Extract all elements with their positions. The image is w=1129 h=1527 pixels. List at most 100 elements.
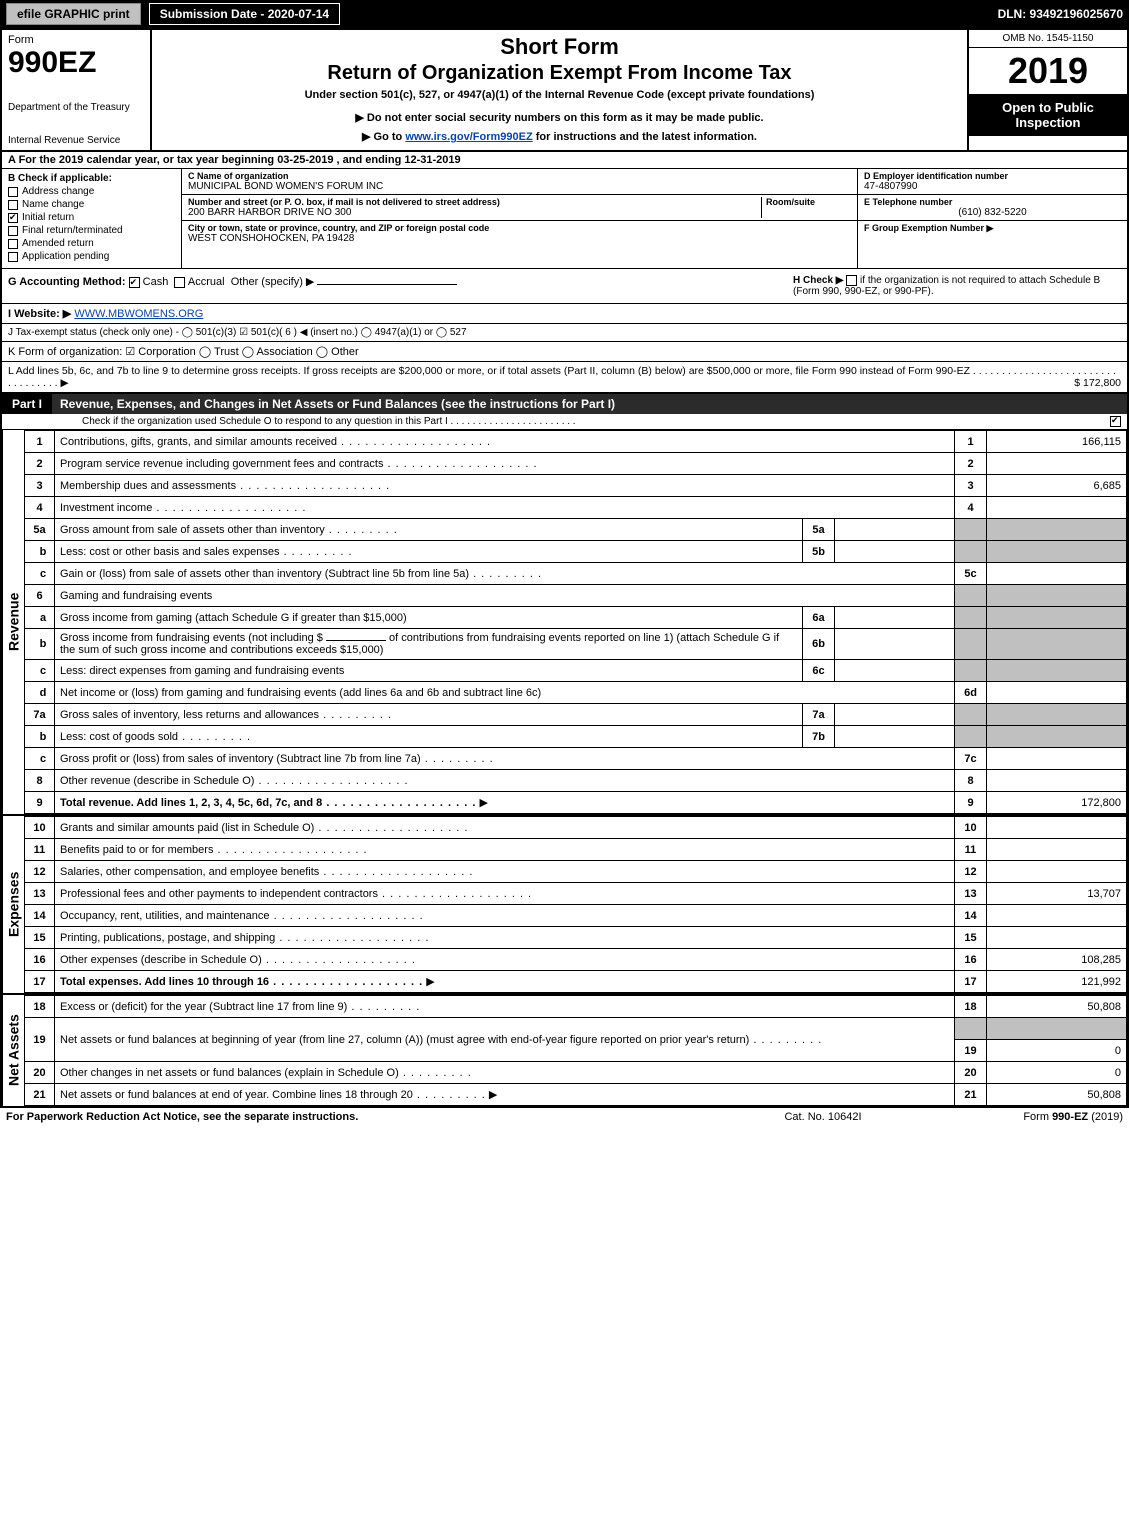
l4-box: 4: [955, 497, 987, 519]
l6a-num: a: [25, 607, 55, 629]
revenue-side-label: Revenue: [2, 430, 24, 814]
section-b: B Check if applicable: Address change Na…: [2, 169, 182, 268]
l17-box: 17: [955, 971, 987, 993]
l7b-subval: [835, 726, 955, 748]
irs-label: Internal Revenue Service: [8, 135, 144, 146]
l6b-desc1: Gross income from fundraising events (no…: [60, 632, 323, 644]
revenue-section: Revenue 1 Contributions, gifts, grants, …: [2, 430, 1127, 816]
l12-box: 12: [955, 861, 987, 883]
line-7b: b Less: cost of goods sold 7b: [25, 726, 1127, 748]
row-g: G Accounting Method: Cash Accrual Other …: [2, 269, 787, 303]
group-label: F Group Exemption Number ▶: [864, 223, 1121, 234]
ein-label: D Employer identification number: [864, 171, 1121, 181]
l6d-num: d: [25, 682, 55, 704]
l5b-box-shade: [955, 541, 987, 563]
l1-num: 1: [25, 431, 55, 453]
l1-desc: Contributions, gifts, grants, and simila…: [60, 436, 491, 448]
line-6b: b Gross income from fundraising events (…: [25, 629, 1127, 660]
expenses-section: Expenses 10 Grants and similar amounts p…: [2, 816, 1127, 995]
l6c-desc: Less: direct expenses from gaming and fu…: [60, 665, 344, 677]
part1-subnote-check[interactable]: [1110, 416, 1121, 427]
h-label: H Check ▶: [793, 275, 843, 286]
chk-final-return[interactable]: Final return/terminated: [8, 225, 175, 236]
l13-box: 13: [955, 883, 987, 905]
chk-cash[interactable]: [129, 277, 140, 288]
line-3: 3 Membership dues and assessments 3 6,68…: [25, 475, 1127, 497]
l18-num: 18: [25, 996, 55, 1018]
l6b-blank[interactable]: [326, 640, 386, 641]
g-label: G Accounting Method:: [8, 276, 126, 288]
line-16: 16 Other expenses (describe in Schedule …: [25, 949, 1127, 971]
dln-label: DLN: 93492196025670: [998, 7, 1123, 21]
g-other-input[interactable]: [317, 284, 457, 285]
page-footer: For Paperwork Reduction Act Notice, see …: [0, 1108, 1129, 1126]
l6c-subval: [835, 660, 955, 682]
l10-desc: Grants and similar amounts paid (list in…: [60, 822, 468, 834]
l7c-num: c: [25, 748, 55, 770]
header-right: OMB No. 1545-1150 2019 Open to Public In…: [967, 30, 1127, 150]
phone-row: E Telephone number (610) 832-5220: [858, 195, 1127, 221]
website-link[interactable]: WWW.MBWOMENS.ORG: [74, 308, 203, 320]
line-6a: a Gross income from gaming (attach Sched…: [25, 607, 1127, 629]
l2-box: 2: [955, 453, 987, 475]
netassets-side-label: Net Assets: [2, 995, 24, 1106]
line-10: 10 Grants and similar amounts paid (list…: [25, 817, 1127, 839]
row-h: H Check ▶ if the organization is not req…: [787, 269, 1127, 303]
l5a-box-shade: [955, 519, 987, 541]
chk-final-return-label: Final return/terminated: [22, 225, 123, 236]
footer-form-num: 990-EZ: [1052, 1111, 1088, 1123]
l14-box: 14: [955, 905, 987, 927]
l14-amt: [987, 905, 1127, 927]
l11-num: 11: [25, 839, 55, 861]
l5c-amt: [987, 563, 1127, 585]
l19-num: 19: [25, 1018, 55, 1062]
submission-date-button[interactable]: Submission Date - 2020-07-14: [149, 3, 340, 25]
g-cash: Cash: [143, 276, 169, 288]
line-17: 17 Total expenses. Add lines 10 through …: [25, 971, 1127, 993]
l21-num: 21: [25, 1084, 55, 1106]
inspect-line1: Open to Public: [973, 100, 1123, 115]
l7a-sub: 7a: [803, 704, 835, 726]
form-number: 990EZ: [8, 46, 144, 80]
line-13: 13 Professional fees and other payments …: [25, 883, 1127, 905]
l9-box: 9: [955, 792, 987, 814]
l6b-desc-cell: Gross income from fundraising events (no…: [55, 629, 803, 660]
chk-name-change[interactable]: Name change: [8, 199, 175, 210]
l5c-num: c: [25, 563, 55, 585]
inspect-line2: Inspection: [973, 115, 1123, 130]
efile-graphic-print-button[interactable]: efile GRAPHIC print: [6, 3, 141, 25]
l20-box: 20: [955, 1062, 987, 1084]
l7a-num: 7a: [25, 704, 55, 726]
netassets-table: 18 Excess or (deficit) for the year (Sub…: [24, 995, 1127, 1106]
chk-amended-return[interactable]: Amended return: [8, 238, 175, 249]
chk-application-pending[interactable]: Application pending: [8, 251, 175, 262]
l14-num: 14: [25, 905, 55, 927]
expenses-table: 10 Grants and similar amounts paid (list…: [24, 816, 1127, 993]
l5a-amt-shade: [987, 519, 1127, 541]
chk-address-change[interactable]: Address change: [8, 186, 175, 197]
l18-desc: Excess or (deficit) for the year (Subtra…: [60, 1001, 420, 1013]
l13-num: 13: [25, 883, 55, 905]
chk-h[interactable]: [846, 275, 857, 286]
line-7c: c Gross profit or (loss) from sales of i…: [25, 748, 1127, 770]
l5c-box: 5c: [955, 563, 987, 585]
line-6c: c Less: direct expenses from gaming and …: [25, 660, 1127, 682]
line-6: 6 Gaming and fundraising events: [25, 585, 1127, 607]
chk-accrual[interactable]: [174, 277, 185, 288]
l6c-amt-shade: [987, 660, 1127, 682]
chk-amended-return-label: Amended return: [22, 238, 94, 249]
block-bcdef: B Check if applicable: Address change Na…: [2, 169, 1127, 269]
line-14: 14 Occupancy, rent, utilities, and maint…: [25, 905, 1127, 927]
footer-left: For Paperwork Reduction Act Notice, see …: [6, 1111, 723, 1123]
chk-initial-return[interactable]: Initial return: [8, 212, 175, 223]
irs-link[interactable]: www.irs.gov/Form990EZ: [405, 131, 532, 143]
l7c-box: 7c: [955, 748, 987, 770]
l16-amt: 108,285: [987, 949, 1127, 971]
l7b-box-shade: [955, 726, 987, 748]
l17-desc: Total expenses. Add lines 10 through 16: [60, 976, 423, 988]
line-4: 4 Investment income 4: [25, 497, 1127, 519]
open-to-public: Open to Public Inspection: [969, 94, 1127, 136]
row-k: K Form of organization: ☑ Corporation ◯ …: [2, 342, 1127, 362]
l5c-desc: Gain or (loss) from sale of assets other…: [60, 568, 542, 580]
l2-desc: Program service revenue including govern…: [60, 458, 538, 470]
